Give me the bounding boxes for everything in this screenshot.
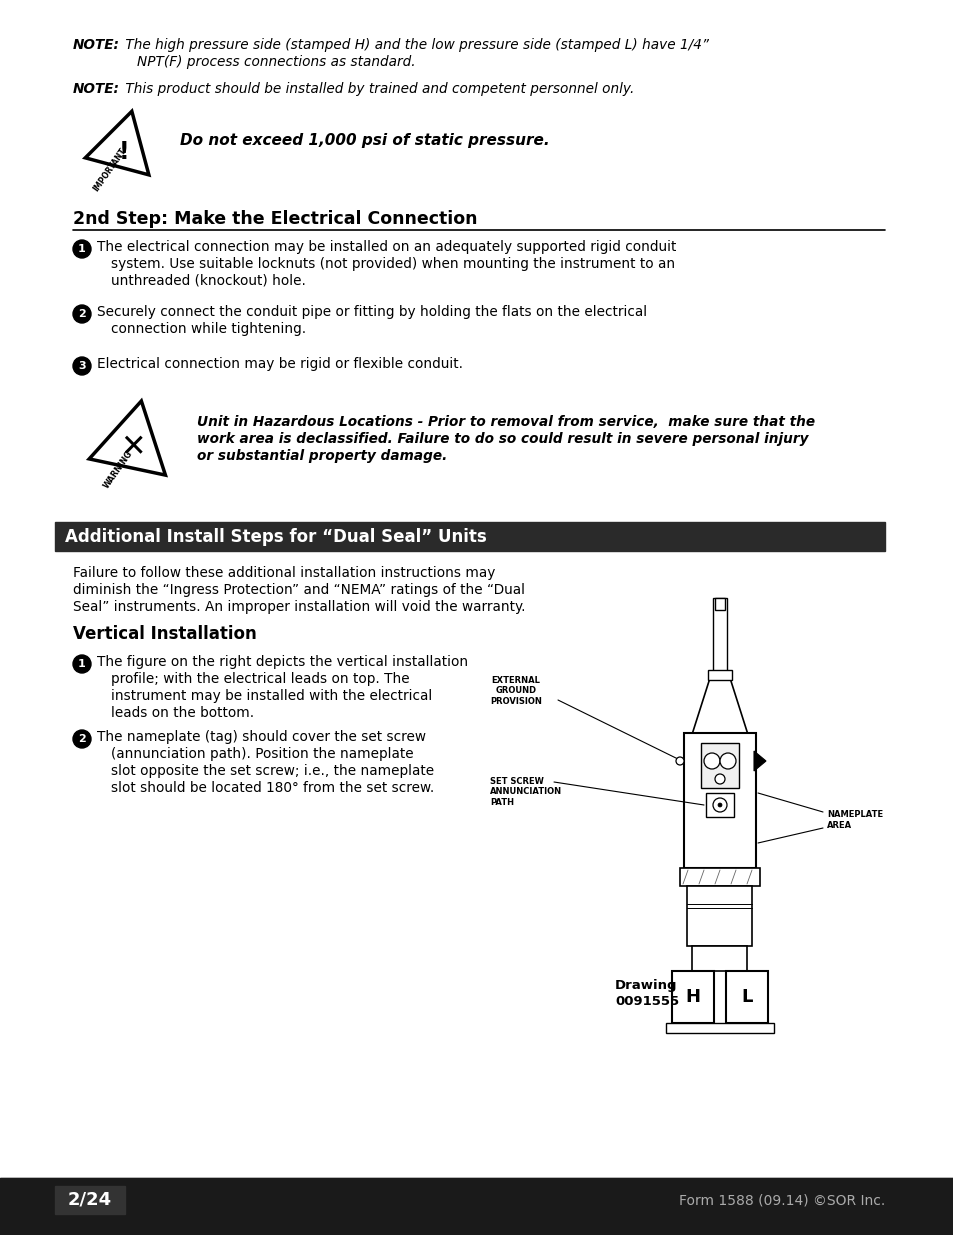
Text: 3: 3: [78, 361, 86, 370]
Bar: [714, 598, 724, 610]
Text: NAMEPLATE
AREA: NAMEPLATE AREA: [826, 810, 882, 830]
Bar: [712, 598, 726, 678]
Text: The nameplate (tag) should cover the set screw: The nameplate (tag) should cover the set…: [97, 730, 426, 743]
Bar: [725, 971, 767, 1023]
Text: ✕: ✕: [120, 433, 146, 462]
Bar: [687, 885, 752, 946]
Text: 2nd Step: Make the Electrical Connection: 2nd Step: Make the Electrical Connection: [73, 210, 477, 228]
Text: Seal” instruments. An improper installation will void the warranty.: Seal” instruments. An improper installat…: [73, 600, 525, 614]
Circle shape: [714, 774, 724, 784]
Bar: [665, 1023, 773, 1032]
Circle shape: [73, 240, 91, 258]
Polygon shape: [692, 678, 747, 734]
Circle shape: [73, 730, 91, 748]
Bar: [671, 971, 713, 1023]
Circle shape: [73, 655, 91, 673]
Text: connection while tightening.: connection while tightening.: [111, 322, 306, 336]
Circle shape: [73, 357, 91, 375]
Text: 2: 2: [78, 309, 86, 319]
Circle shape: [712, 798, 726, 811]
Polygon shape: [85, 111, 149, 175]
Text: 0091555: 0091555: [615, 995, 679, 1008]
Text: The electrical connection may be installed on an adequately supported rigid cond: The electrical connection may be install…: [97, 240, 676, 254]
Text: 1: 1: [78, 245, 86, 254]
Text: Form 1588 (09.14) ©SOR Inc.: Form 1588 (09.14) ©SOR Inc.: [678, 1193, 884, 1207]
Text: or substantial property damage.: or substantial property damage.: [196, 450, 447, 463]
Bar: [692, 946, 747, 971]
Text: slot opposite the set screw; i.e., the nameplate: slot opposite the set screw; i.e., the n…: [111, 764, 434, 778]
Polygon shape: [90, 401, 165, 475]
Text: IMPORTANT: IMPORTANT: [91, 147, 128, 194]
Text: The figure on the right depicts the vertical installation: The figure on the right depicts the vert…: [97, 655, 468, 669]
Text: WARNING: WARNING: [102, 450, 134, 490]
Text: (annunciation path). Position the nameplate: (annunciation path). Position the namepl…: [111, 747, 414, 761]
Bar: [683, 734, 755, 868]
Text: Drawing: Drawing: [615, 979, 677, 992]
Bar: [707, 671, 731, 680]
Text: Vertical Installation: Vertical Installation: [73, 625, 256, 643]
Text: Additional Install Steps for “Dual Seal” Units: Additional Install Steps for “Dual Seal”…: [65, 527, 486, 546]
Text: profile; with the electrical leads on top. The: profile; with the electrical leads on to…: [111, 672, 409, 685]
Circle shape: [703, 753, 720, 769]
Text: 2: 2: [78, 734, 86, 743]
Text: Unit in Hazardous Locations - Prior to removal from service,  make sure that the: Unit in Hazardous Locations - Prior to r…: [196, 415, 814, 429]
Text: leads on the bottom.: leads on the bottom.: [111, 706, 253, 720]
Text: The high pressure side (stamped H) and the low pressure side (stamped L) have 1/: The high pressure side (stamped H) and t…: [121, 38, 708, 52]
Text: L: L: [740, 988, 752, 1007]
Text: Securely connect the conduit pipe or fitting by holding the flats on the electri: Securely connect the conduit pipe or fit…: [97, 305, 646, 319]
Text: diminish the “Ingress Protection” and “NEMA” ratings of the “Dual: diminish the “Ingress Protection” and “N…: [73, 583, 524, 597]
Bar: [0, 1178, 953, 1235]
Bar: [705, 793, 733, 818]
Polygon shape: [753, 751, 765, 771]
Text: slot should be located 180° from the set screw.: slot should be located 180° from the set…: [111, 781, 434, 795]
Text: NOTE:: NOTE:: [73, 82, 120, 96]
Text: NPT(F) process connections as standard.: NPT(F) process connections as standard.: [137, 56, 416, 69]
Text: work area is declassified. Failure to do so could result in severe personal inju: work area is declassified. Failure to do…: [196, 432, 807, 446]
Text: Do not exceed 1,000 psi of static pressure.: Do not exceed 1,000 psi of static pressu…: [180, 133, 549, 148]
Bar: [700, 743, 739, 788]
Text: H: H: [685, 988, 700, 1007]
Text: !: !: [118, 140, 130, 164]
Text: Electrical connection may be rigid or flexible conduit.: Electrical connection may be rigid or fl…: [97, 357, 462, 370]
Text: instrument may be installed with the electrical: instrument may be installed with the ele…: [111, 689, 432, 703]
Bar: [55, 1186, 125, 1214]
Text: NOTE:: NOTE:: [73, 38, 120, 52]
Text: This product should be installed by trained and competent personnel only.: This product should be installed by trai…: [121, 82, 634, 96]
Circle shape: [73, 305, 91, 324]
Text: EXTERNAL
GROUND
PROVISION: EXTERNAL GROUND PROVISION: [490, 676, 541, 705]
Circle shape: [676, 757, 683, 764]
Text: Failure to follow these additional installation instructions may: Failure to follow these additional insta…: [73, 566, 495, 580]
Bar: [55, 522, 884, 551]
Circle shape: [720, 753, 735, 769]
Text: unthreaded (knockout) hole.: unthreaded (knockout) hole.: [111, 274, 306, 288]
Text: 1: 1: [78, 659, 86, 669]
Bar: [679, 868, 760, 885]
Circle shape: [718, 803, 721, 806]
Text: system. Use suitable locknuts (not provided) when mounting the instrument to an: system. Use suitable locknuts (not provi…: [111, 257, 675, 270]
Text: 2/24: 2/24: [68, 1191, 112, 1209]
Text: SET SCREW
ANNUNCIATION
PATH: SET SCREW ANNUNCIATION PATH: [490, 777, 561, 806]
